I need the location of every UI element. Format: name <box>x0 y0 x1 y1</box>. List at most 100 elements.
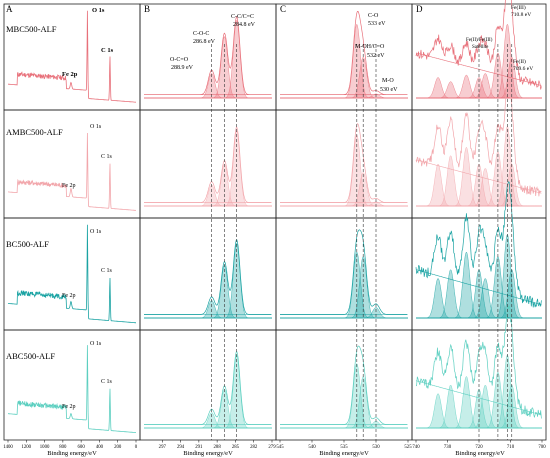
fit-component <box>144 354 272 429</box>
panel-letter-c: C <box>280 4 286 14</box>
fe-annotation-fe2-energy: 709.6 eV <box>513 66 533 72</box>
x-tick-label: 800 <box>59 445 67 450</box>
fit-component <box>280 376 408 429</box>
x-tick-label: 297 <box>159 445 167 450</box>
x-axis-ticks: 1400 1200 1000 800 600 400 200 0 297 294 291 288 285… <box>3 440 546 450</box>
x-tick-label: 530 <box>372 445 380 450</box>
fit-component <box>280 307 408 319</box>
panel-letter-d: D <box>416 4 423 14</box>
o1s-label-row2: O 1s <box>90 124 102 130</box>
o1s-annotation-co-name: C-O <box>368 13 379 19</box>
fit-component <box>280 256 408 319</box>
envelope-line <box>144 239 272 315</box>
panel-frame <box>3 329 141 441</box>
panel-frames <box>3 3 547 441</box>
x-tick-label: 282 <box>250 445 258 450</box>
row-label-mbc500-alf: MBC500-ALF <box>6 24 57 34</box>
fe2p-label-row4: Fe 2p <box>62 404 76 410</box>
panel-frame <box>3 3 141 111</box>
x-tick-label: 285 <box>232 445 240 450</box>
c1s-annotation-cc-name: C-C/C=C <box>231 14 254 20</box>
survey-spectrum-abc500-alf <box>8 345 136 433</box>
x-axis-title-c: Binding energy/eV <box>319 450 369 457</box>
fe-annotation-fe3-name: Fe(III) <box>511 4 526 11</box>
envelope-line <box>280 11 408 96</box>
x-tick-label: 200 <box>114 445 122 450</box>
x-tick-label: 0 <box>135 445 138 450</box>
fit-component <box>144 73 272 99</box>
fe-annotation-sat-line2: Satellite <box>472 45 489 50</box>
x-tick-label: 1400 <box>3 445 13 450</box>
row-label-abc500-alf: ABC500-ALF <box>6 351 55 361</box>
x-tick-label: 740 <box>412 445 420 450</box>
fe2p-label-row2: Fe 2p <box>62 183 76 189</box>
x-tick-label: 730 <box>444 445 452 450</box>
panel-frame <box>275 329 413 441</box>
x-tick-label: 720 <box>475 445 483 450</box>
x-tick-label: 288 <box>214 445 222 450</box>
panel-letter-b: B <box>144 4 150 14</box>
o1s-annotation-co-energy: 533 eV <box>368 21 386 27</box>
background-line <box>415 380 542 416</box>
o1s-annotation-mo-name: M-O <box>382 78 394 84</box>
x-axis-title-a: Binding energy/eV <box>47 450 97 457</box>
x-tick-label: 540 <box>308 445 316 450</box>
fit-component <box>144 412 272 429</box>
fit-component <box>144 242 272 319</box>
fe-annotation-sat-name: Fe(II)/Fe(III) <box>466 38 493 43</box>
survey-spectrum-ambc500-alf <box>8 132 136 211</box>
c1s-annotation-coc-energy: 286.8 eV <box>193 39 216 45</box>
fit-component <box>144 19 272 99</box>
panel-letter-a: A <box>6 4 13 14</box>
x-tick-label: 710 <box>507 445 515 450</box>
x-tick-label: 1000 <box>40 445 50 450</box>
fit-component <box>144 300 272 319</box>
x-axis-title-b: Binding energy/eV <box>183 450 233 457</box>
dashed-guide-lines <box>211 44 513 440</box>
c1s-annotation-cc-energy: 284.8 eV <box>233 22 256 28</box>
envelope-line <box>280 229 408 315</box>
fe2p-label-row1: Fe 2p <box>62 71 78 78</box>
fit-component <box>416 56 542 99</box>
c1s-label-row2: C 1s <box>101 154 113 160</box>
c1s-label-row3: C 1s <box>101 268 113 274</box>
c1s-label-row4: C 1s <box>101 379 113 385</box>
o1s-annotation-mo-energy: 530 eV <box>380 87 398 93</box>
fe-annotation-fe3-energy: 710.8 eV <box>511 12 531 18</box>
x-tick-label: 545 <box>276 445 284 450</box>
x-tick-label: 535 <box>340 445 348 450</box>
o1s-label-row3: O 1s <box>90 229 102 235</box>
o1s-label-row4: O 1s <box>90 341 102 347</box>
survey-spectrum-bc500-alf <box>7 224 136 324</box>
panel-frame <box>275 3 413 111</box>
fit-component <box>280 363 408 429</box>
c1s-annotation-oco-energy: 288.9 eV <box>171 65 194 71</box>
envelope-line <box>144 126 272 203</box>
c1s-annotation-oco-name: O-C=O <box>170 57 189 63</box>
o1s-annotation-moh-energy: 532 eV <box>367 53 385 59</box>
fit-component <box>280 172 408 207</box>
panel-frame <box>275 217 413 331</box>
envelope-line <box>144 16 272 96</box>
envelope-line <box>280 123 408 203</box>
x-tick-label: 525 <box>404 445 412 450</box>
x-tick-label: 400 <box>96 445 104 450</box>
fit-component <box>144 130 272 207</box>
x-tick-label: 600 <box>78 445 86 450</box>
panel-frame <box>3 217 141 331</box>
fit-component <box>280 251 408 319</box>
x-tick-label: 279 <box>268 445 276 450</box>
survey-spectrum-mbc500-alf <box>8 10 136 103</box>
o1s-annotation-moh-name: M-OH/C=O <box>355 44 385 50</box>
x-tick-label: 291 <box>195 445 203 450</box>
x-tick-label: 294 <box>177 445 185 450</box>
row-label-ambc500-alf: AMBC500-ALF <box>6 127 63 137</box>
row-label-bc500-alf: BC500-ALF <box>6 239 49 249</box>
fe2p-label-row3: Fe 2p <box>62 293 76 299</box>
c1s-label-row1: C 1s <box>101 47 114 54</box>
fe-annotation-fe2-name: Fe(II) <box>513 58 526 65</box>
fit-component <box>416 384 542 429</box>
envelope-line <box>144 350 272 425</box>
panel-frame <box>275 109 413 219</box>
